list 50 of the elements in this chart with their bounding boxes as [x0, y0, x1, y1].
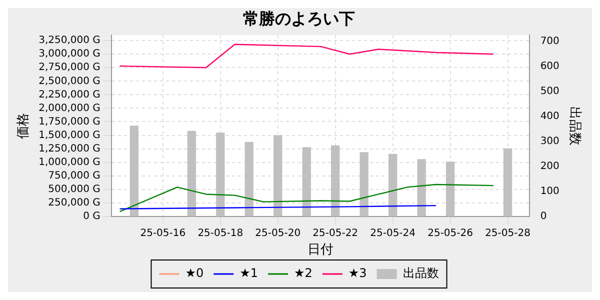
y2-tick-label: 700: [540, 36, 560, 48]
legend-label: ★3: [348, 266, 367, 280]
legend-label: ★0: [185, 266, 204, 280]
x-tick-label: 25-05-16: [140, 228, 186, 239]
y-tick-label: 1,750,000 G: [38, 116, 100, 128]
y-tick-label: 1,000,000 G: [38, 156, 100, 168]
x-tick-label: 25-05-26: [428, 228, 473, 239]
y-tick-label: 2,000,000 G: [38, 102, 100, 114]
bar: [302, 147, 311, 216]
y2-tick-label: 600: [540, 61, 560, 72]
x-tick-label: 25-05-18: [198, 228, 244, 239]
x-axis-title: 日付: [307, 242, 334, 258]
y2-tick-label: 200: [540, 161, 560, 172]
y-tick-label: 3,250,000 G: [38, 35, 100, 46]
y2-tick-label: 0: [540, 210, 547, 222]
bar: [446, 162, 455, 216]
y2-tick-label: 500: [540, 86, 560, 98]
bar: [417, 159, 426, 216]
bar: [503, 148, 512, 216]
bar: [187, 130, 196, 216]
legend-label: ★1: [240, 266, 258, 280]
y-tick-label: 3,000,000 G: [38, 48, 100, 60]
y-tick-label: 500,000 G: [48, 184, 100, 195]
y-tick-label: 250,000 G: [48, 197, 100, 208]
bar: [244, 142, 254, 216]
y-tick-label: 0 G: [83, 210, 100, 222]
y-tick-label: 2,500,000 G: [38, 76, 100, 87]
y-tick-label: 1,500,000 G: [38, 130, 100, 141]
bar: [331, 145, 340, 216]
y-tick-label: 750,000 G: [48, 170, 100, 182]
x-tick-label: 25-05-22: [312, 228, 358, 239]
chart-title: 常勝のよろい下: [243, 8, 355, 28]
bar: [360, 152, 368, 216]
y2-tick-label: 100: [540, 186, 560, 197]
y-axis-title: 価格: [16, 112, 32, 139]
legend-label: ★2: [294, 266, 312, 280]
bar: [130, 126, 138, 216]
y2-axis-title: 出品数: [566, 106, 582, 146]
y2-tick-label: 300: [540, 136, 560, 148]
y-tick-label: 2,250,000 G: [38, 89, 100, 100]
x-tick-label: 25-05-20: [255, 228, 301, 239]
x-tick-label: 25-05-24: [370, 228, 416, 239]
y-tick-label: 2,750,000 G: [38, 62, 100, 74]
x-tick-label: 25-05-28: [485, 228, 530, 239]
legend-label: 出品数: [402, 266, 439, 280]
bar: [388, 154, 398, 216]
y-tick-label: 1,250,000 G: [38, 143, 100, 154]
bar: [274, 135, 282, 216]
bar: [216, 132, 225, 216]
y2-tick-label: 400: [540, 111, 560, 122]
